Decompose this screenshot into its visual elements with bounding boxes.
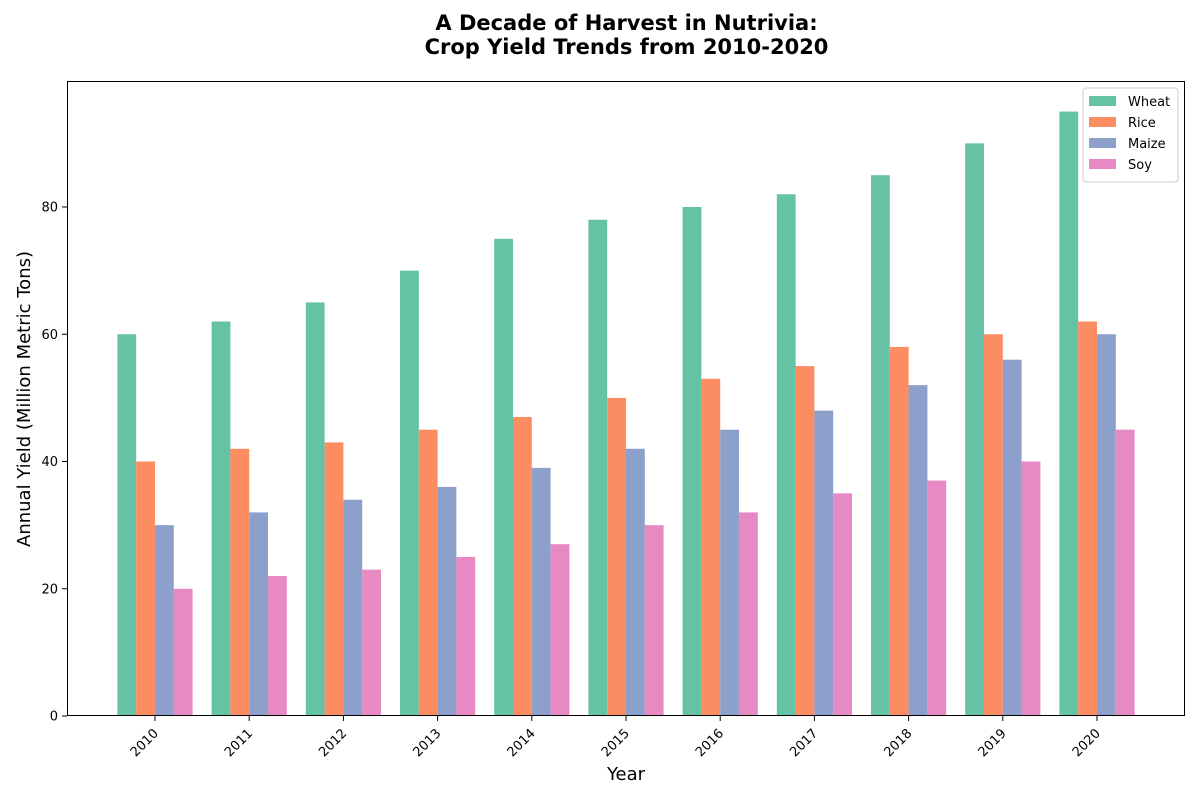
- x-axis-label: Year: [606, 764, 646, 785]
- bar-rice-2016: [701, 378, 721, 716]
- bar-wheat-2010: [117, 334, 137, 716]
- bar-maize-2011: [249, 512, 268, 716]
- x-tick-label-2015: 2015: [599, 726, 633, 760]
- legend-swatch-soy: [1089, 159, 1116, 169]
- y-tick-label-80: 80: [41, 201, 58, 216]
- bar-maize-2017: [814, 410, 834, 716]
- bar-maize-2013: [437, 486, 457, 716]
- x-tick-label-2016: 2016: [693, 726, 727, 760]
- bar-rice-2012: [324, 442, 344, 716]
- bar-wheat-2016: [682, 207, 702, 716]
- bar-maize-2010: [155, 525, 174, 717]
- bars-group: [117, 111, 1135, 717]
- x-tick-label-2017: 2017: [787, 726, 821, 760]
- bar-wheat-2012: [305, 302, 325, 716]
- bar-soy-2013: [456, 556, 476, 716]
- legend-label-maize: Maize: [1128, 137, 1166, 152]
- bar-soy-2016: [739, 512, 758, 716]
- bar-wheat-2018: [871, 175, 890, 716]
- legend-frame: [1082, 87, 1179, 183]
- x-tick-label-2014: 2014: [505, 726, 539, 760]
- bar-wheat-2011: [211, 321, 231, 716]
- x-tick-label-2011: 2011: [222, 726, 256, 760]
- legend-swatch-rice: [1089, 117, 1116, 127]
- bar-maize-2019: [1002, 359, 1022, 716]
- legend-label-wheat: Wheat: [1128, 95, 1170, 110]
- bar-soy-2012: [362, 569, 381, 716]
- bar-rice-2010: [136, 461, 155, 716]
- bar-maize-2012: [343, 499, 363, 716]
- bar-wheat-2019: [965, 143, 984, 717]
- bar-maize-2016: [720, 429, 739, 716]
- bar-rice-2020: [1078, 321, 1097, 716]
- bar-soy-2014: [550, 544, 570, 716]
- bar-rice-2011: [230, 448, 250, 716]
- bar-soy-2018: [927, 480, 947, 716]
- y-axis-label: Annual Yield (Million Metric Tons): [14, 251, 35, 547]
- x-tick-label-2013: 2013: [410, 726, 444, 760]
- bar-soy-2020: [1115, 429, 1135, 716]
- bar-rice-2013: [418, 429, 438, 716]
- legend-swatch-maize: [1089, 138, 1116, 148]
- bar-soy-2015: [644, 525, 664, 717]
- bar-rice-2017: [795, 366, 815, 716]
- legend: Wheat Rice Maize Soy: [1082, 87, 1179, 183]
- bar-maize-2015: [626, 448, 645, 716]
- y-tick-label-0: 0: [50, 710, 58, 725]
- bar-wheat-2015: [588, 219, 608, 717]
- y-tick-label-60: 60: [41, 328, 58, 343]
- y-tick-label-40: 40: [41, 455, 58, 470]
- bar-soy-2011: [268, 576, 287, 716]
- bar-maize-2018: [908, 385, 928, 716]
- bar-rice-2015: [607, 397, 626, 717]
- bar-rice-2018: [889, 346, 909, 716]
- plot-area-frame: [67, 81, 1185, 716]
- x-axis: 2010 2011 2012 2013 2014 2015 2016 2017 2018 2019…: [128, 716, 1104, 760]
- bar-maize-2014: [531, 467, 551, 716]
- bar-soy-2019: [1021, 461, 1041, 716]
- bar-soy-2010: [173, 588, 193, 716]
- chart-title-line-1: A Decade of Harvest in Nutrivia:: [435, 11, 818, 35]
- x-tick-label-2018: 2018: [881, 726, 915, 760]
- x-tick-label-2019: 2019: [976, 726, 1010, 760]
- x-tick-label-2012: 2012: [316, 726, 350, 760]
- chart-title: A Decade of Harvest in Nutrivia: Crop Yi…: [0, 11, 1200, 59]
- legend-label-rice: Rice: [1128, 116, 1156, 131]
- x-tick-label-2020: 2020: [1070, 726, 1104, 760]
- bar-wheat-2013: [400, 270, 419, 717]
- y-tick-label-20: 20: [41, 582, 58, 597]
- bar-soy-2017: [833, 493, 852, 716]
- legend-swatch-wheat: [1089, 96, 1116, 106]
- bar-maize-2020: [1097, 334, 1116, 716]
- legend-label-soy: Soy: [1128, 158, 1152, 173]
- bar-rice-2014: [513, 416, 532, 716]
- chart-title-line-2: Crop Yield Trends from 2010-2020: [424, 35, 829, 59]
- y-axis: 0 20 40 60 80: [41, 201, 67, 725]
- x-tick-label-2010: 2010: [128, 726, 162, 760]
- bar-wheat-2020: [1059, 111, 1079, 716]
- bar-rice-2019: [984, 334, 1003, 716]
- bar-wheat-2014: [494, 238, 513, 716]
- bar-wheat-2017: [776, 194, 796, 716]
